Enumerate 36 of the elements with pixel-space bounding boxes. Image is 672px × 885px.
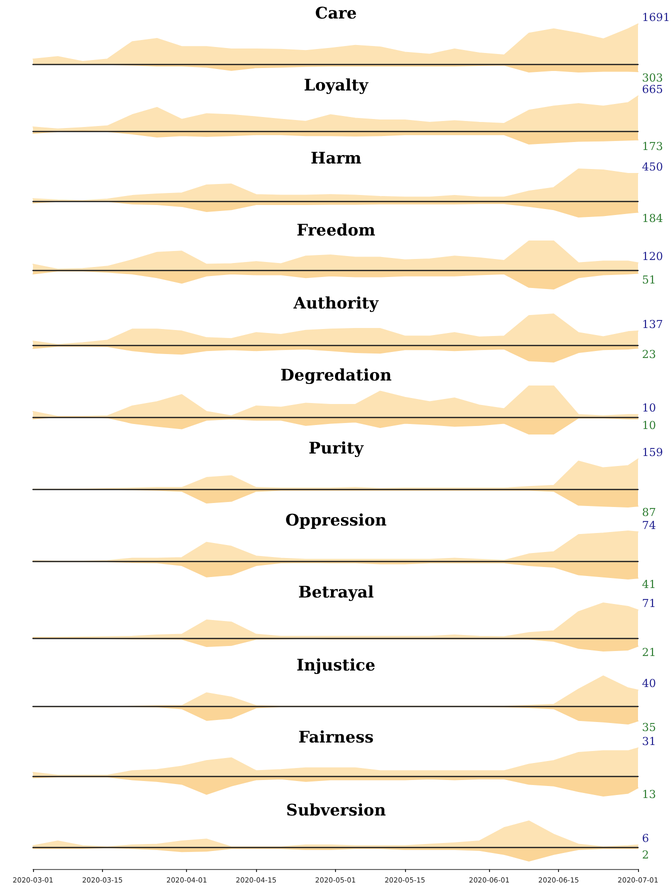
annotation: 31 (642, 735, 656, 748)
chart-title: Loyalty (304, 76, 369, 95)
annotation: 159 (642, 446, 663, 458)
chart-title: Authority (292, 293, 380, 312)
chart-title: Betrayal (298, 582, 374, 602)
chart-title: Injustice (296, 655, 376, 674)
annotation: 21 (642, 646, 656, 660)
annotation: 23 (642, 348, 656, 361)
annotation: 13 (642, 788, 656, 802)
chart-title: Purity (308, 438, 364, 457)
annotation: 6 (642, 832, 649, 845)
annotation: 87 (642, 506, 656, 519)
annotation: 35 (642, 720, 656, 734)
chart-title: Care (315, 4, 357, 22)
annotation: 41 (642, 578, 656, 591)
annotation: 120 (642, 250, 663, 264)
annotation: 74 (642, 518, 656, 532)
chart-title: Harm (310, 148, 362, 168)
chart-title: Subversion (286, 800, 386, 820)
annotation: 71 (642, 597, 656, 610)
annotation: 450 (642, 160, 663, 174)
chart-title: Fairness (298, 728, 374, 747)
chart-title: Oppression (285, 510, 388, 530)
annotation: 51 (642, 274, 656, 287)
annotation: 10 (642, 402, 656, 415)
chart-title: Degredation (280, 366, 392, 385)
annotation: 40 (642, 676, 656, 690)
annotation: 303 (642, 72, 663, 85)
annotation: 184 (642, 212, 663, 226)
annotation: 137 (642, 318, 663, 331)
annotation: 665 (642, 83, 663, 96)
chart-title: Freedom (296, 220, 376, 240)
annotation: 10 (642, 419, 656, 432)
annotation: 1691 (642, 11, 670, 24)
annotation: 2 (642, 848, 649, 862)
annotation: 173 (642, 140, 663, 154)
